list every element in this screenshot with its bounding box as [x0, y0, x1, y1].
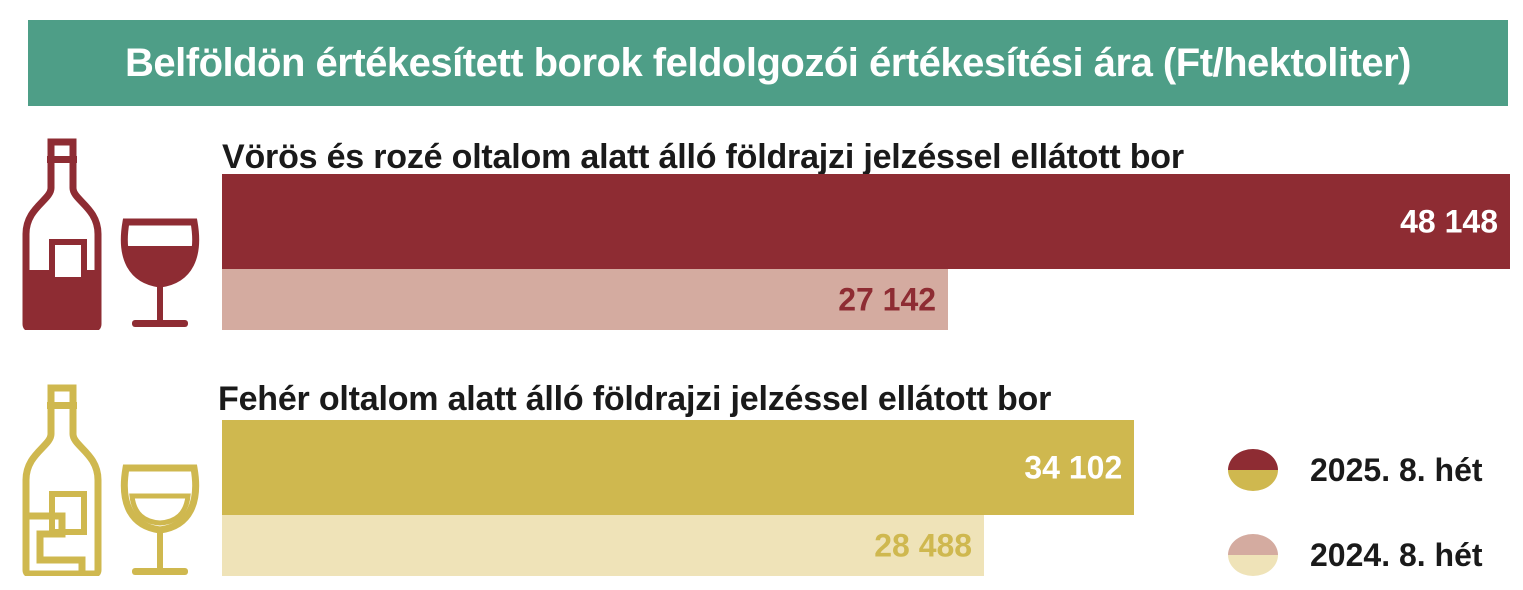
legend-swatch-2024: [1228, 534, 1278, 576]
bar-red-2024: [222, 269, 949, 330]
category-label-white: Fehér oltalom alatt álló földrajzi jelzé…: [218, 380, 1052, 418]
category-label-red: Vörös és rozé oltalom alatt álló földraj…: [222, 138, 1184, 176]
value-label-red-2024: 27 142: [838, 281, 937, 317]
red-wine-bottle-icon: [22, 138, 102, 335]
legend-label-2024: 2024. 8. hét: [1310, 536, 1483, 573]
value-label-red-2025: 48 148: [1400, 203, 1498, 239]
title-band: Belföldön értékesített borok feldolgozói…: [28, 20, 1508, 106]
legend-label-2025: 2025. 8. hét: [1310, 451, 1483, 488]
white-wine-bottle-icon: [22, 384, 102, 581]
bar-red-2025: [222, 174, 1510, 269]
legend-item-2025: 2025. 8. hét: [1226, 448, 1483, 492]
bar-white-2024: [222, 515, 985, 576]
value-label-white-2024: 28 488: [874, 527, 973, 563]
white-wine-glass-icon: [118, 460, 202, 585]
value-label-white-2025: 34 102: [1024, 449, 1123, 485]
red-wine-glass-icon: [118, 212, 202, 337]
bar-white-2025: [222, 420, 1135, 515]
chart-title: Belföldön értékesített borok feldolgozói…: [125, 40, 1411, 85]
legend-item-2024: 2024. 8. hét: [1226, 533, 1483, 577]
legend-swatch-2025: [1228, 449, 1278, 491]
